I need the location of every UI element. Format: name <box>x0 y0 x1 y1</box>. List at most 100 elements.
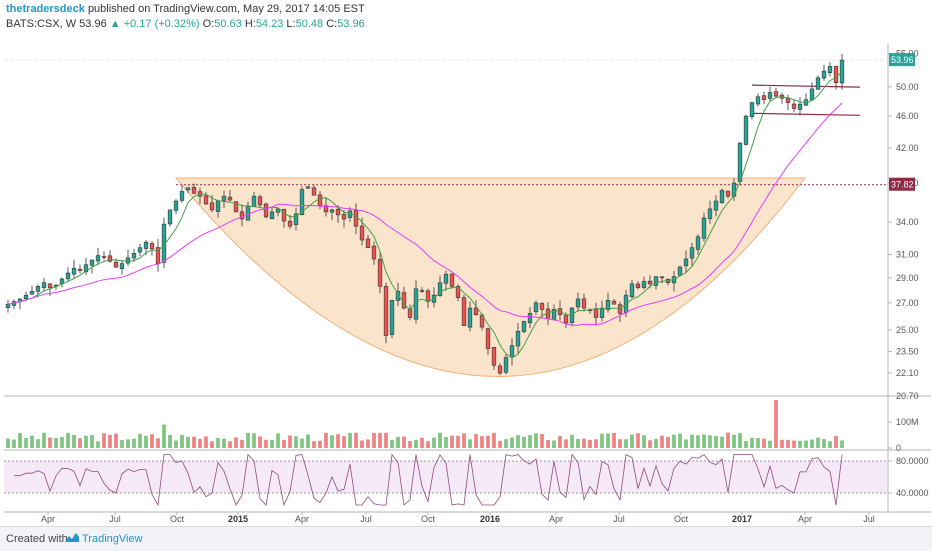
candle <box>407 308 413 318</box>
volume-bar <box>834 435 838 448</box>
candle <box>455 286 461 298</box>
volume-bar <box>840 440 844 448</box>
volume-bar <box>486 435 490 448</box>
volume-bar <box>708 435 712 448</box>
channel-lower <box>751 112 861 116</box>
candle <box>65 272 71 280</box>
tradingview-logo-icon <box>65 533 79 542</box>
volume-bar <box>48 437 52 448</box>
volume-bar <box>156 438 160 448</box>
volume-bar <box>666 437 670 448</box>
volume-bar <box>720 436 724 448</box>
last-price-badge <box>889 53 915 67</box>
price-tick-label: 22.10 <box>896 368 919 378</box>
candle <box>713 200 719 211</box>
candle <box>659 276 665 279</box>
volume-bar <box>222 438 226 448</box>
volume-bar <box>66 432 70 448</box>
volume-bar <box>192 436 196 448</box>
volume-bar <box>300 438 304 448</box>
candle <box>389 299 395 336</box>
volume-bar <box>36 439 40 448</box>
volume-bar <box>732 434 736 448</box>
candle <box>521 321 527 332</box>
volume-bar <box>396 436 400 448</box>
volume-bar <box>714 435 718 448</box>
price-tick-label: 27.00 <box>896 298 919 308</box>
candle <box>149 243 155 250</box>
candle <box>335 209 341 216</box>
candle <box>731 182 737 197</box>
volume-bar <box>468 439 472 448</box>
volume-bar <box>654 438 658 448</box>
time-tick-label: Jul <box>613 514 625 524</box>
candle <box>701 217 707 239</box>
candle <box>209 202 215 211</box>
volume-bar <box>618 439 622 448</box>
volume-bar <box>252 433 256 448</box>
volume-bar <box>552 440 556 448</box>
volume-bar <box>186 436 190 448</box>
time-tick-label: Oct <box>674 514 689 524</box>
candle <box>689 247 695 259</box>
candle <box>245 205 251 221</box>
volume-bar <box>276 433 280 448</box>
candle <box>365 238 371 249</box>
volume-bar <box>96 441 100 448</box>
candle <box>635 283 641 288</box>
candle <box>647 280 653 285</box>
candle <box>503 357 509 373</box>
candle <box>497 365 503 374</box>
candle <box>257 196 263 206</box>
volume-bar <box>204 436 208 448</box>
volume-bar <box>138 433 142 448</box>
volume-bar <box>636 433 640 448</box>
volume-bar <box>402 436 406 448</box>
candle <box>317 194 323 207</box>
candle <box>809 88 815 101</box>
candle <box>611 300 617 305</box>
volume-bar <box>336 434 340 448</box>
time-tick-label: 2015 <box>228 514 248 524</box>
candle <box>833 65 839 83</box>
candle <box>293 213 299 225</box>
volume-bar <box>120 440 124 448</box>
volume-bar <box>546 440 550 448</box>
price-chart[interactable]: 55.0050.0046.0042.0038.0034.0031.0029.00… <box>0 0 932 526</box>
candle <box>581 298 587 309</box>
last-price: 53.96 <box>79 18 107 30</box>
volume-bar <box>498 440 502 448</box>
tradingview-brand[interactable]: TradingView <box>82 533 143 545</box>
low-value: 50.48 <box>295 18 324 30</box>
candle <box>599 307 605 318</box>
candle <box>755 96 761 105</box>
volume-bar <box>54 438 58 448</box>
candle <box>473 307 479 316</box>
candle <box>125 257 131 264</box>
price-tick-label: 50.00 <box>896 82 919 92</box>
volume-bar <box>702 434 706 448</box>
candle <box>707 208 713 219</box>
candle <box>371 245 377 260</box>
candle <box>323 205 329 213</box>
candle <box>143 241 149 249</box>
candle <box>653 276 659 286</box>
volume-bar <box>210 441 214 448</box>
open-value: 50.63 <box>214 18 242 30</box>
volume-bar <box>234 437 238 448</box>
candle <box>281 208 287 222</box>
volume-bar <box>534 433 538 448</box>
volume-bar <box>828 441 832 448</box>
volume-bar <box>18 433 22 448</box>
candle <box>359 225 365 241</box>
volume-bar <box>378 432 382 448</box>
volume-bar <box>132 438 136 448</box>
candle <box>743 115 749 145</box>
candle <box>443 273 449 284</box>
author-name[interactable]: thetradersdeck <box>6 3 85 15</box>
candle <box>173 200 179 211</box>
resistance-badge <box>889 177 915 191</box>
volume-bar <box>60 437 64 448</box>
volume-bar <box>810 439 814 448</box>
volume-bar <box>798 440 802 448</box>
